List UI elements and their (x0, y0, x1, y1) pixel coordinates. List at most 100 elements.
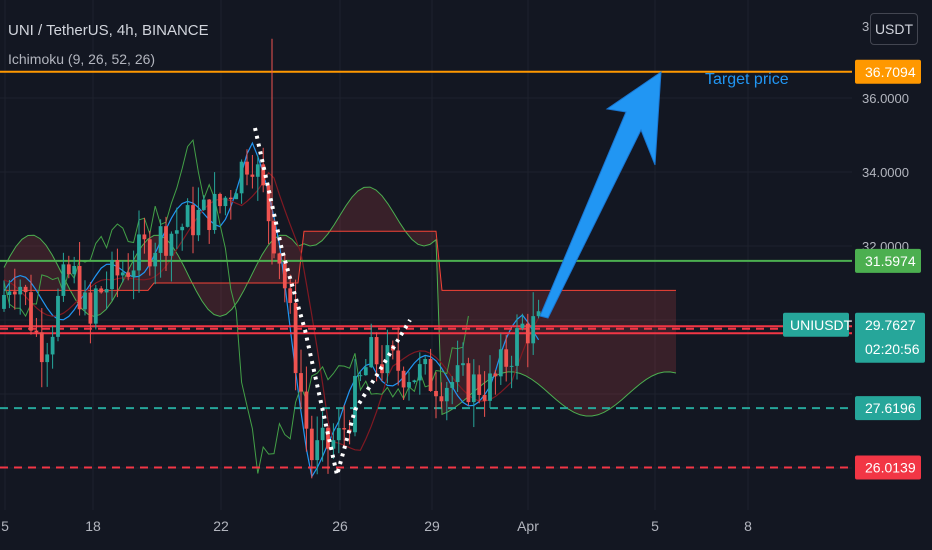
candle-body (66, 264, 71, 275)
candle-body (353, 375, 357, 433)
arrow-shape (539, 71, 662, 319)
candle-body (439, 396, 444, 402)
candle-body (223, 197, 228, 207)
candle-body (450, 382, 455, 388)
candle-body (115, 260, 120, 276)
candle-body (120, 272, 125, 276)
candle-body (471, 374, 476, 403)
candle-body (455, 365, 460, 383)
candle-body (358, 375, 363, 377)
candle-body (153, 252, 158, 267)
candle-body (336, 428, 341, 441)
countdown-label: 02:20:56 (865, 341, 920, 357)
candle-body (104, 289, 109, 293)
x-tick-label: 22 (213, 518, 229, 534)
level-label: 27.6196 (865, 400, 916, 416)
currency-button[interactable]: USDT (870, 13, 918, 45)
candle-body (93, 288, 98, 324)
candle-body (293, 302, 298, 374)
candle-body (218, 193, 222, 207)
time-axis: 5 18 22 26 29 Apr 5 8 (1, 518, 752, 534)
candle-body (520, 323, 525, 329)
candle-body (525, 323, 530, 344)
symbol-tag: UNIUSDT (790, 317, 853, 333)
candle-body (363, 367, 368, 376)
candle-body (110, 260, 114, 290)
level-label-bg (855, 248, 921, 273)
x-tick-label: 29 (424, 518, 440, 534)
candle-body (2, 295, 6, 309)
candle-body (174, 230, 179, 234)
candle-body (201, 199, 206, 210)
candle-body (304, 391, 309, 429)
current-price-label: 29.7627 (865, 317, 916, 333)
level-label-bg (855, 59, 921, 84)
symbol-tag-bg (783, 312, 849, 337)
candle-body (7, 291, 12, 296)
candle-body (288, 288, 293, 303)
candle-body (158, 226, 163, 253)
candle-body (401, 370, 406, 388)
x-tick-label: Apr (517, 518, 539, 534)
candle-body (239, 161, 244, 194)
candle-body (282, 263, 287, 289)
y-tick-label: 34.0000 (862, 165, 909, 180)
candle-body (228, 197, 233, 200)
candle-body (498, 349, 503, 377)
candle-body (164, 226, 168, 256)
candle-body (207, 199, 212, 231)
candle-body (536, 311, 541, 317)
candle-body (477, 374, 482, 395)
candle-body (18, 286, 23, 295)
level-label: 26.0139 (865, 459, 916, 475)
candle-body (137, 234, 141, 271)
candle-body (531, 316, 536, 344)
x-tick-label: 26 (332, 518, 348, 534)
candle-body (369, 337, 374, 368)
candle-body (45, 354, 50, 363)
candle-body (50, 336, 55, 355)
x-tick-label: 8 (744, 518, 752, 534)
candle-body (428, 358, 433, 391)
candle-body (99, 288, 104, 293)
candle-body (326, 427, 330, 449)
candle-body (493, 373, 498, 377)
candle-body (412, 380, 417, 383)
candle-body (515, 328, 519, 366)
candle-body (56, 295, 60, 337)
candle-body (234, 193, 239, 200)
candle-body (488, 373, 492, 401)
y-tick-label: 3 (862, 19, 869, 34)
candle-body (461, 363, 465, 366)
candle-body (407, 382, 411, 388)
x-tick-label: 5 (1, 518, 9, 534)
candle-body (255, 164, 260, 177)
candle-body (320, 427, 325, 441)
candle-body (331, 440, 336, 449)
symbol-title: UNI / TetherUS, 4h, BINANCE (8, 22, 209, 39)
candle-body (277, 253, 282, 264)
candle-body (23, 286, 28, 293)
candle-body (261, 164, 266, 186)
dotted-pattern-line (253, 127, 412, 476)
horizontal-levels (0, 70, 852, 469)
candle-body (509, 365, 514, 367)
candle-body (72, 265, 77, 275)
candle-body (396, 350, 401, 371)
candle-body (482, 394, 487, 401)
candle-body (180, 226, 185, 231)
candle-body (12, 291, 17, 295)
candle-body (83, 292, 87, 310)
level-label-bg (855, 455, 921, 480)
candle-body (299, 373, 303, 392)
annotation-target-price: Target price (705, 71, 789, 88)
candle-body (212, 193, 217, 231)
candle-body (504, 349, 509, 367)
senkou-span-b (4, 230, 676, 291)
kijun-line (3, 171, 540, 451)
candle-body (34, 330, 39, 333)
indicator-legend[interactable]: Ichimoku (9, 26, 52, 26) (8, 51, 156, 67)
candle-body (131, 270, 136, 277)
candle-body (39, 332, 44, 363)
